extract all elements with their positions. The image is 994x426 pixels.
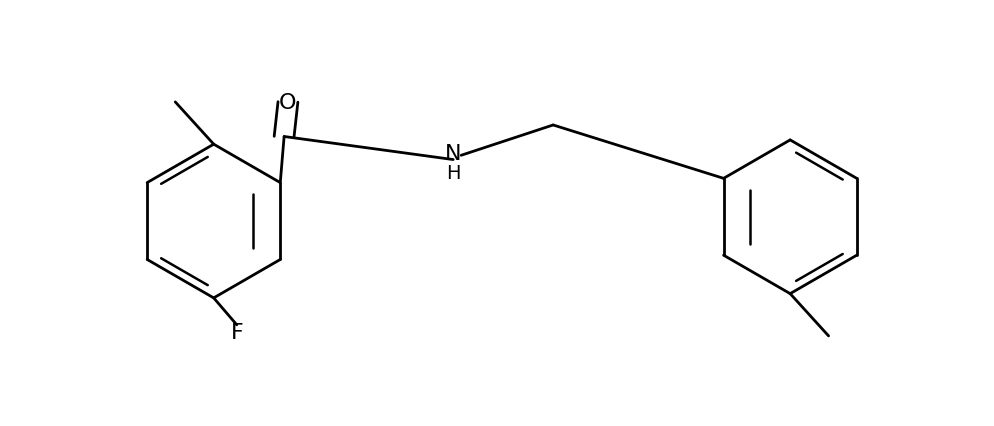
Text: O: O <box>279 93 296 112</box>
Text: H: H <box>446 164 460 182</box>
Text: N: N <box>445 144 461 164</box>
Text: F: F <box>231 323 244 343</box>
